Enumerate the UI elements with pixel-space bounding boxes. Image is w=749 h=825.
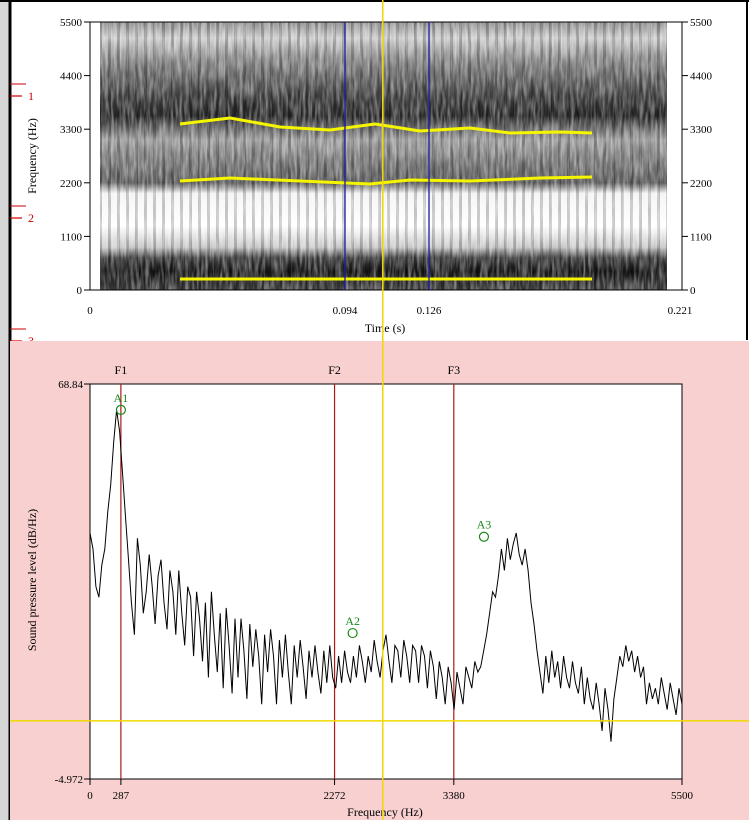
ruler-strip: [0, 0, 10, 820]
ruler-mark: 1: [28, 89, 34, 103]
spectrum-ylabel: Sound pressure level (dB/Hz): [25, 509, 39, 651]
formant-tracks: [179, 116, 593, 281]
ruler-mark: 2: [28, 211, 34, 225]
freq-tick-label-right: 4400: [690, 71, 713, 83]
freq-tick-label-right: 2200: [690, 178, 713, 190]
spectrum-line: [90, 409, 682, 742]
formant-label: F1: [115, 363, 128, 377]
spectrum-x-tick-label: 3380: [443, 790, 466, 802]
freq-tick-label-right: 5500: [690, 17, 713, 29]
peak-label: A1: [114, 391, 129, 405]
peak-marker[interactable]: [478, 531, 490, 542]
time-tick-selection-end: 0.126: [417, 305, 442, 317]
peak-label: A2: [345, 614, 360, 628]
freq-tick-label-left: 5500: [60, 17, 83, 29]
spectrum-slice[interactable]: 0 287 2272 3380 5500 68.84 -4.972 Sound press…: [25, 363, 694, 819]
spectrum-xlabel: Frequency (Hz): [347, 805, 423, 819]
peak-marker[interactable]: [347, 627, 358, 639]
freq-tick-label-right: 1100: [690, 231, 712, 243]
freq-tick-label-left: 0: [77, 285, 83, 297]
freq-tick-label-left: 4400: [60, 71, 83, 83]
formant-label: F2: [328, 363, 341, 377]
spectrum-y-tick-label: 68.84: [58, 379, 83, 391]
time-tick-start: 0: [87, 305, 93, 317]
spectrogram-ylabel: Frequency (Hz): [25, 118, 39, 194]
spectrum-y-tick-label: -4.972: [55, 774, 83, 786]
spectrum-x-tick-label: 287: [113, 790, 130, 802]
spectrogram-xlabel: Time (s): [365, 321, 406, 335]
spectrum-x-tick-label: 2272: [324, 790, 346, 802]
peak-marker[interactable]: [115, 404, 126, 416]
freq-tick-label-right: 0: [690, 285, 696, 297]
time-tick-selection-start: 0.094: [333, 305, 358, 317]
formant-track-2: [179, 175, 593, 186]
time-tick-end: 0.221: [668, 305, 693, 317]
spectrogram-frame: [89, 21, 683, 291]
spectrum-x-tick-label: 5500: [671, 790, 694, 802]
spectrum-x-tick-label: 0: [87, 790, 93, 802]
freq-tick-label-left: 3300: [60, 124, 83, 136]
freq-tick-label-left: 1100: [60, 231, 82, 243]
freq-tick-label-right: 3300: [690, 124, 713, 136]
formant-label: F3: [447, 363, 460, 377]
spectrum-plot-area: [89, 383, 683, 780]
formant-track-1: [179, 116, 593, 135]
peak-label: A3: [477, 518, 492, 532]
freq-tick-label-left: 2200: [60, 178, 83, 190]
